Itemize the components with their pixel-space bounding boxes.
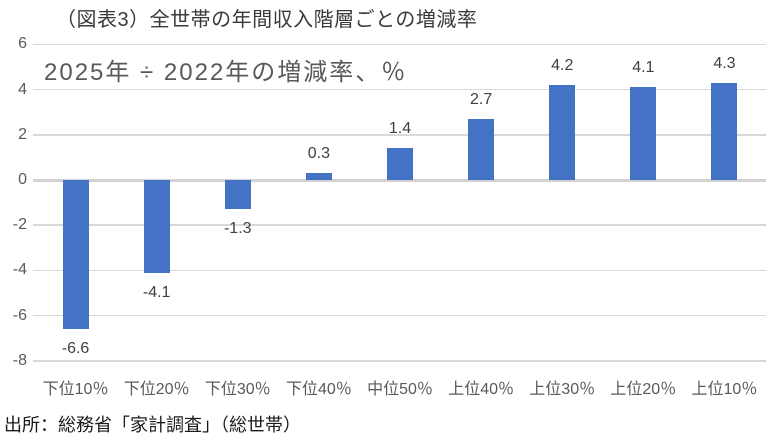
y-tick-label: -8 [12,351,27,369]
x-tick-label: 下位20％ [123,381,190,398]
bar-value-label: -6.6 [61,340,90,358]
x-tick-label: 上位10％ [691,381,758,398]
bar [224,180,251,210]
bar [143,180,170,273]
chart-subtitle: 2025年 ÷ 2022年の増減率、％ [44,59,408,86]
chart-title: （図表3）全世帯の年間収入階層ごとの増減率 [56,9,478,31]
x-tick-label: 上位20％ [610,381,677,398]
bar-value-label: 4.1 [632,59,655,77]
bar [387,148,413,180]
bar-value-label: 4.2 [551,57,574,75]
bar-value-label: -4.1 [142,283,171,301]
gridline [33,224,766,226]
x-axis-labels: 下位10％ 下位20％ 下位30％ 下位40％ 中位50％ 上位40％ 上位30％ 上位20％… [35,378,765,402]
x-tick-label: 下位10％ [42,381,109,398]
x-tick-label: 下位30％ [204,381,271,398]
gridline [33,43,766,46]
bar [549,85,576,180]
y-tick-label: 6 [18,35,27,53]
x-tick-label: 上位30％ [529,381,596,398]
x-tick-label: 上位40％ [448,381,514,398]
bar-value-label: 2.7 [469,90,493,108]
gridline [33,269,766,272]
y-tick-label: -6 [12,306,27,324]
bar [630,87,657,180]
bar [62,180,89,330]
y-tick-label: 0 [18,171,27,188]
bar-value-label: 1.4 [388,120,412,138]
bar-value-label: 4.3 [713,54,736,72]
gridline [33,88,766,91]
zero-axis-line [33,178,766,182]
gridline [33,360,766,362]
plot-area: 6 4 2 0 -2 -4 -6 -8 -6.6 -4.1 -1.3 0.3 1.4 2.7 4.2 4.1 4… [12,35,766,369]
y-tick-label: 2 [18,125,27,143]
source-note: 出所：総務省「家計調査」（総世帯） [4,415,301,435]
bar [305,173,332,180]
x-tick-label: 下位40％ [285,381,352,398]
y-tick-label: -4 [12,261,27,279]
bar [468,118,495,180]
x-tick-label: 中位50％ [367,381,433,398]
y-tick-label: -2 [12,216,27,234]
gridline [33,134,766,136]
gridline [33,314,766,317]
bar-value-label: -1.3 [223,220,252,238]
y-tick-label: 4 [18,80,27,98]
bar-value-label: 0.3 [307,145,330,163]
bar [711,82,738,180]
